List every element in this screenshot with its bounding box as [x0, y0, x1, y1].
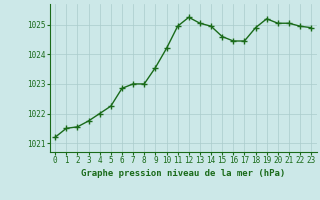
X-axis label: Graphe pression niveau de la mer (hPa): Graphe pression niveau de la mer (hPa) — [81, 169, 285, 178]
